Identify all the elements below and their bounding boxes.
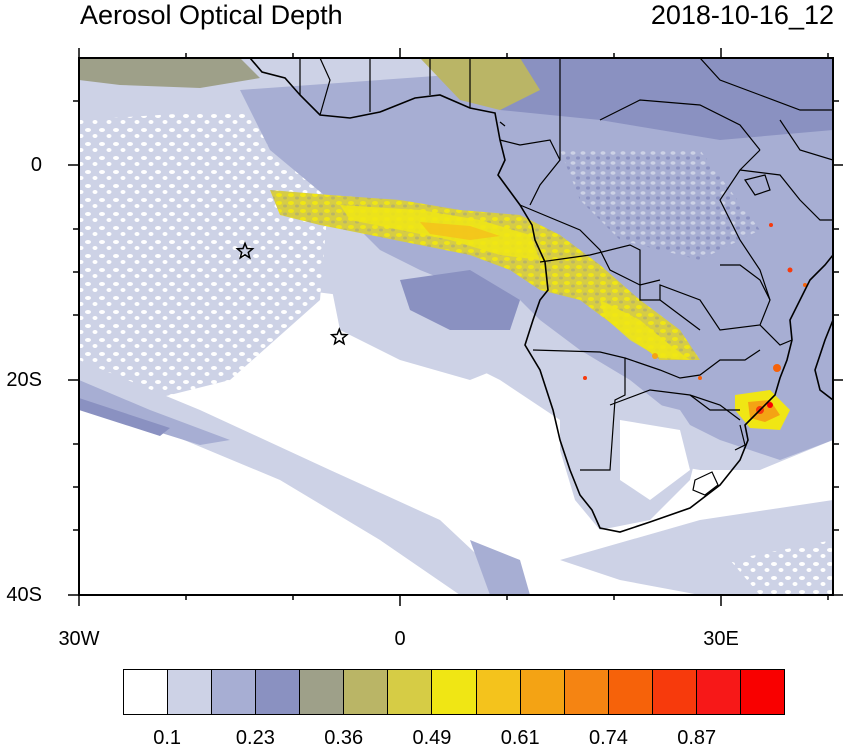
map-datetime: 2018-10-16_12: [650, 0, 834, 30]
lat-label-40s: 40S: [6, 584, 42, 606]
colorbar-box-2: [212, 670, 257, 714]
colorbar-box-5: [344, 670, 389, 714]
star-marker-2: [329, 327, 349, 346]
colorbar-label-1: 0.23: [235, 727, 275, 749]
colorbar-box-6: [388, 670, 433, 714]
colorbar-box-10: [564, 670, 609, 714]
colorbar-label-5: 0.74: [588, 727, 628, 749]
aod-map: [68, 48, 843, 606]
aod-field: [79, 58, 833, 595]
axis-ticks: [68, 48, 843, 606]
colorbar-box-14: [740, 670, 784, 714]
colorbar-label-0: 0.1: [153, 727, 182, 749]
map-title: Aerosol Optical Depth: [80, 0, 343, 30]
colorbar-box-13: [696, 670, 741, 714]
lat-label-0: 0: [30, 154, 42, 176]
country-borders: [299, 58, 833, 496]
star-markers: [235, 241, 349, 346]
colorbar-box-8: [476, 670, 521, 714]
colorbar-box-1: [168, 670, 213, 714]
colorbar-box-3: [256, 670, 301, 714]
plot-frame: [78, 57, 834, 596]
colorbar-label-6: 0.87: [677, 727, 717, 749]
lon-label-30e: 30E: [703, 628, 739, 650]
colorbar-box-12: [652, 670, 697, 714]
colorbar-box-7: [432, 670, 477, 714]
coastlines: [249, 58, 833, 533]
lon-label-30w: 30W: [58, 628, 100, 650]
colorbar-box-9: [520, 670, 565, 714]
lat-label-20s: 20S: [6, 369, 42, 391]
lon-label-0: 0: [394, 628, 406, 650]
colorbar-box-0: [124, 670, 169, 714]
colorbar-box-11: [608, 670, 653, 714]
colorbar-label-4: 0.61: [500, 727, 540, 749]
star-marker-1: [235, 241, 255, 260]
colorbar-box-4: [300, 670, 345, 714]
colorbar: [123, 669, 785, 715]
colorbar-label-2: 0.36: [324, 727, 364, 749]
colorbar-label-3: 0.49: [412, 727, 452, 749]
